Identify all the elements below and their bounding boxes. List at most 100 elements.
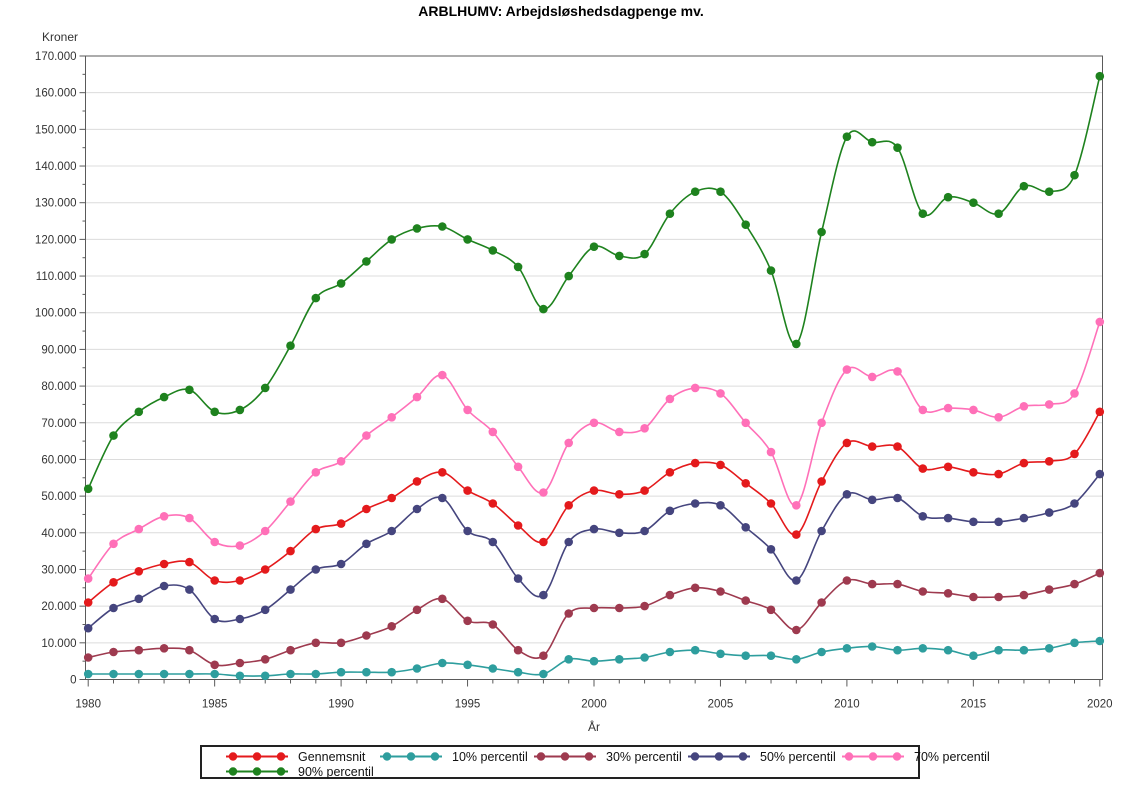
data-point xyxy=(311,524,321,534)
data-point xyxy=(210,614,219,624)
data-point xyxy=(109,669,118,679)
x-tick-label: 2020 xyxy=(1087,699,1113,711)
x-tick-label: 1995 xyxy=(455,699,481,711)
legend-row-2: 90% percentil xyxy=(224,764,918,779)
y-tick-label: 130.000 xyxy=(35,198,77,210)
data-point xyxy=(716,187,725,196)
data-point xyxy=(1019,181,1029,191)
data-point xyxy=(1070,579,1079,589)
series-line xyxy=(87,321,1101,580)
data-point xyxy=(1044,585,1054,594)
data-point xyxy=(488,499,498,508)
data-point xyxy=(665,394,675,404)
y-tick-label: 160.000 xyxy=(35,88,77,100)
data-point xyxy=(615,427,624,437)
data-point xyxy=(185,557,194,567)
legend-item-90-percentil: 90% percentil xyxy=(224,765,374,779)
data-point xyxy=(412,477,422,486)
data-point xyxy=(210,537,219,547)
data-point xyxy=(690,499,700,508)
data-point xyxy=(1044,644,1054,653)
data-point xyxy=(589,603,599,613)
data-point xyxy=(817,477,826,486)
data-point xyxy=(159,512,169,521)
data-point xyxy=(640,249,649,259)
legend-label: 30% percentil xyxy=(606,749,682,764)
plot-frame xyxy=(85,55,1103,680)
data-point xyxy=(260,565,270,574)
data-point xyxy=(83,623,93,633)
data-point xyxy=(1070,449,1079,459)
data-point xyxy=(463,486,472,495)
data-point xyxy=(513,645,523,655)
data-point xyxy=(943,403,953,413)
data-point xyxy=(893,442,902,451)
data-point xyxy=(539,669,548,679)
data-point xyxy=(387,493,397,503)
data-point xyxy=(969,592,978,602)
data-point xyxy=(539,304,548,314)
data-point xyxy=(589,242,599,251)
data-point xyxy=(665,468,675,477)
y-tick-label: 90.000 xyxy=(41,344,76,356)
data-point xyxy=(893,645,902,655)
data-point xyxy=(438,468,447,477)
data-point xyxy=(159,581,169,591)
legend-item-gennemsnit: Gennemsnit xyxy=(224,750,378,764)
y-axis-title: Kroner xyxy=(42,30,78,44)
y-tick-label: 150.000 xyxy=(35,124,77,136)
legend-marker-dot xyxy=(276,767,286,776)
data-point xyxy=(817,227,826,237)
data-point xyxy=(235,658,245,668)
data-point xyxy=(83,669,93,679)
data-point xyxy=(387,622,397,631)
legend-marker-icon xyxy=(534,752,596,761)
data-point xyxy=(792,339,801,349)
data-point xyxy=(690,458,700,468)
data-point xyxy=(412,504,422,514)
series-line xyxy=(87,411,1101,604)
data-point xyxy=(842,438,852,448)
legend-marker-dot xyxy=(868,752,878,761)
gridlines xyxy=(85,92,1103,644)
data-point xyxy=(792,655,801,664)
legend-item-50-percentil: 50% percentil xyxy=(686,750,840,764)
data-point xyxy=(665,506,675,516)
data-point xyxy=(615,490,624,499)
data-point xyxy=(842,644,852,653)
y-tick-label: 100.000 xyxy=(35,308,77,320)
data-point xyxy=(1019,645,1029,655)
data-point xyxy=(286,585,295,594)
data-point xyxy=(969,198,978,207)
data-point xyxy=(1095,317,1105,327)
data-point xyxy=(438,222,447,231)
data-point xyxy=(488,620,498,629)
data-point xyxy=(716,649,725,659)
data-point xyxy=(1044,400,1054,409)
data-point xyxy=(83,598,93,607)
data-point xyxy=(564,655,573,664)
data-point xyxy=(438,594,447,604)
legend: Gennemsnit 10% percentil 30% percentil 50% … xyxy=(200,745,990,779)
data-point xyxy=(539,537,548,547)
data-point xyxy=(867,442,877,451)
data-point xyxy=(83,653,93,662)
legend-marker-dot xyxy=(430,752,440,761)
data-point xyxy=(918,464,928,473)
legend-label: 10% percentil xyxy=(452,749,528,764)
data-point xyxy=(362,257,371,266)
legend-marker-dot xyxy=(738,752,748,761)
data-point xyxy=(185,385,194,395)
data-point xyxy=(615,655,624,664)
data-point xyxy=(1095,568,1105,578)
data-point xyxy=(893,143,902,152)
data-point xyxy=(134,567,144,576)
data-point xyxy=(260,671,270,681)
data-point xyxy=(640,486,649,495)
data-point xyxy=(943,645,953,655)
data-point xyxy=(311,669,321,679)
data-point xyxy=(1044,187,1054,196)
series-90-percentil xyxy=(83,71,1105,494)
legend-marker-dot xyxy=(228,767,238,776)
data-point xyxy=(134,407,144,417)
